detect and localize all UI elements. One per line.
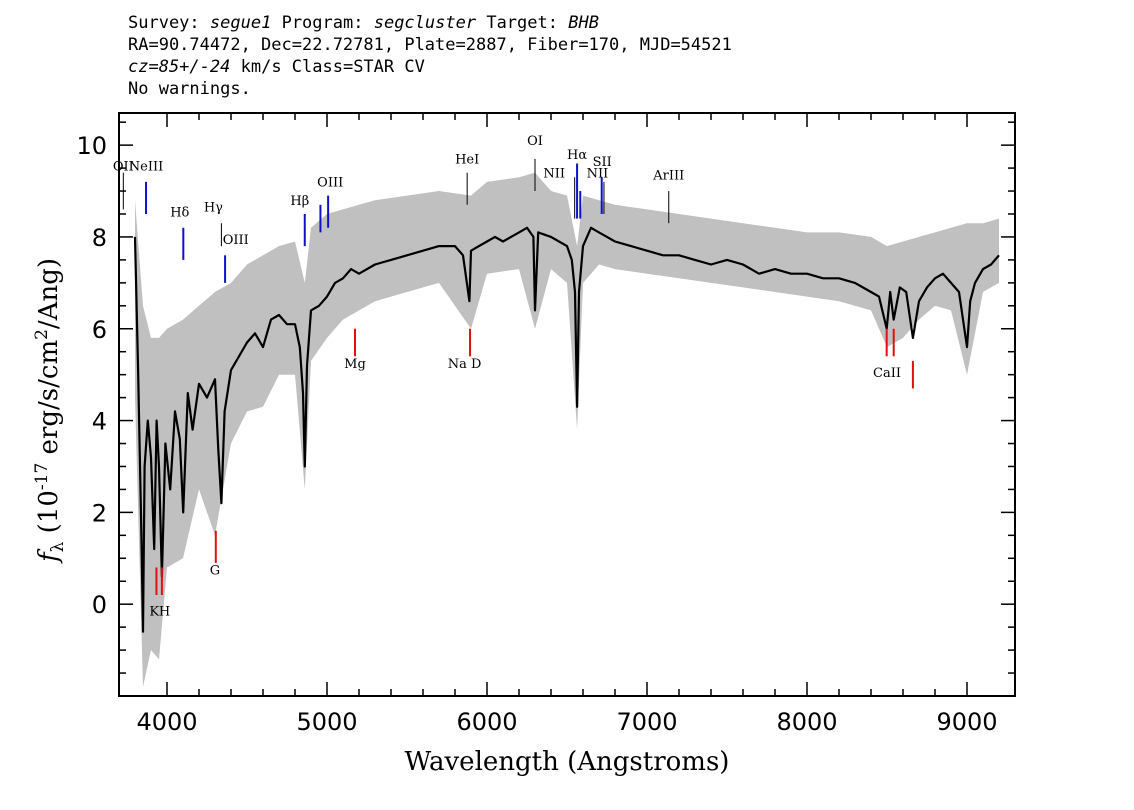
survey-label: Survey: (128, 13, 200, 33)
line-marker-label: Hβ (290, 194, 309, 209)
y-label-lambda: λ (48, 541, 68, 552)
x-tick-label: 4000 (136, 708, 197, 736)
spectrum-header: Survey: segue1 Program: segcluster Targe… (128, 12, 732, 100)
line-marker-label: SII (593, 155, 612, 170)
line-marker-label: NeIII (129, 159, 163, 174)
plot-frame (118, 112, 1016, 697)
flux-series-line (133, 226, 1000, 633)
x-tick-label: 6000 (456, 708, 517, 736)
y-tick-label: 6 (92, 316, 107, 344)
survey-value: segue1 (209, 13, 272, 33)
header-line-1: Survey: segue1 Program: segcluster Targe… (128, 12, 732, 34)
program-label: Program: (281, 13, 364, 33)
class-info: km/s Class=STAR CV (240, 57, 425, 77)
y-tick-label: 4 (92, 408, 107, 436)
line-marker-label: OI (527, 134, 543, 149)
line-marker-label: CaII (873, 366, 901, 381)
header-line-3: cz=85+/-24 km/s Class=STAR CV (128, 56, 732, 78)
cz-value: cz=85+/-24 (128, 57, 231, 77)
error-band (135, 172, 999, 687)
x-tick-label: 8000 (776, 708, 837, 736)
x-tick-label: 5000 (296, 708, 357, 736)
y-label-units: erg/s/cm (34, 340, 64, 463)
line-marker-label: Hδ (170, 205, 189, 220)
program-value: segcluster (373, 13, 477, 33)
y-label-exponent: -17 (32, 463, 52, 490)
line-marker-label: Mg (344, 357, 366, 372)
x-tick-label: 7000 (616, 708, 677, 736)
y-label-scale: (10 (34, 490, 64, 542)
line-marker-label: Hγ (204, 201, 223, 216)
line-marker-label: ArIII (652, 169, 684, 184)
line-marker-label: K (149, 605, 159, 620)
target-label: Target: (486, 13, 558, 33)
flux-layer (133, 226, 1000, 633)
y-tick-label: 2 (92, 499, 107, 527)
line-marker-label: OIII (223, 233, 249, 248)
line-marker-label: G (210, 563, 220, 578)
y-label-cm-exponent: 2 (32, 329, 52, 340)
line-marker-label: Hα (567, 148, 587, 163)
line-marker-label: HeI (455, 152, 479, 167)
y-tick-label: 8 (92, 224, 107, 252)
axis-ticks: 4000 5000 6000 7000 8000 9000 0 2 4 6 8 10 (76, 113, 1015, 736)
line-marker-label: H (159, 605, 170, 620)
line-marker-label: OIII (317, 175, 343, 190)
header-line-4: No warnings. (128, 79, 251, 99)
y-axis-label: fλ (10-17 erg/s/cm2/Ang) (32, 258, 68, 564)
y-label-per-angstrom: /Ang) (34, 258, 64, 329)
y-tick-label: 0 (92, 591, 107, 619)
line-marker-label: NII (543, 166, 565, 181)
error-band-layer (135, 172, 999, 687)
y-tick-label: 10 (76, 132, 107, 160)
line-marker-label: Na D (448, 357, 482, 372)
x-tick-label: 9000 (936, 708, 997, 736)
line-marker-label: NII (587, 166, 609, 181)
target-value: BHB (568, 13, 599, 33)
x-axis-label: Wavelength (Angstroms) (405, 747, 730, 777)
header-line-2: RA=90.74472, Dec=22.72781, Plate=2887, F… (128, 35, 732, 55)
